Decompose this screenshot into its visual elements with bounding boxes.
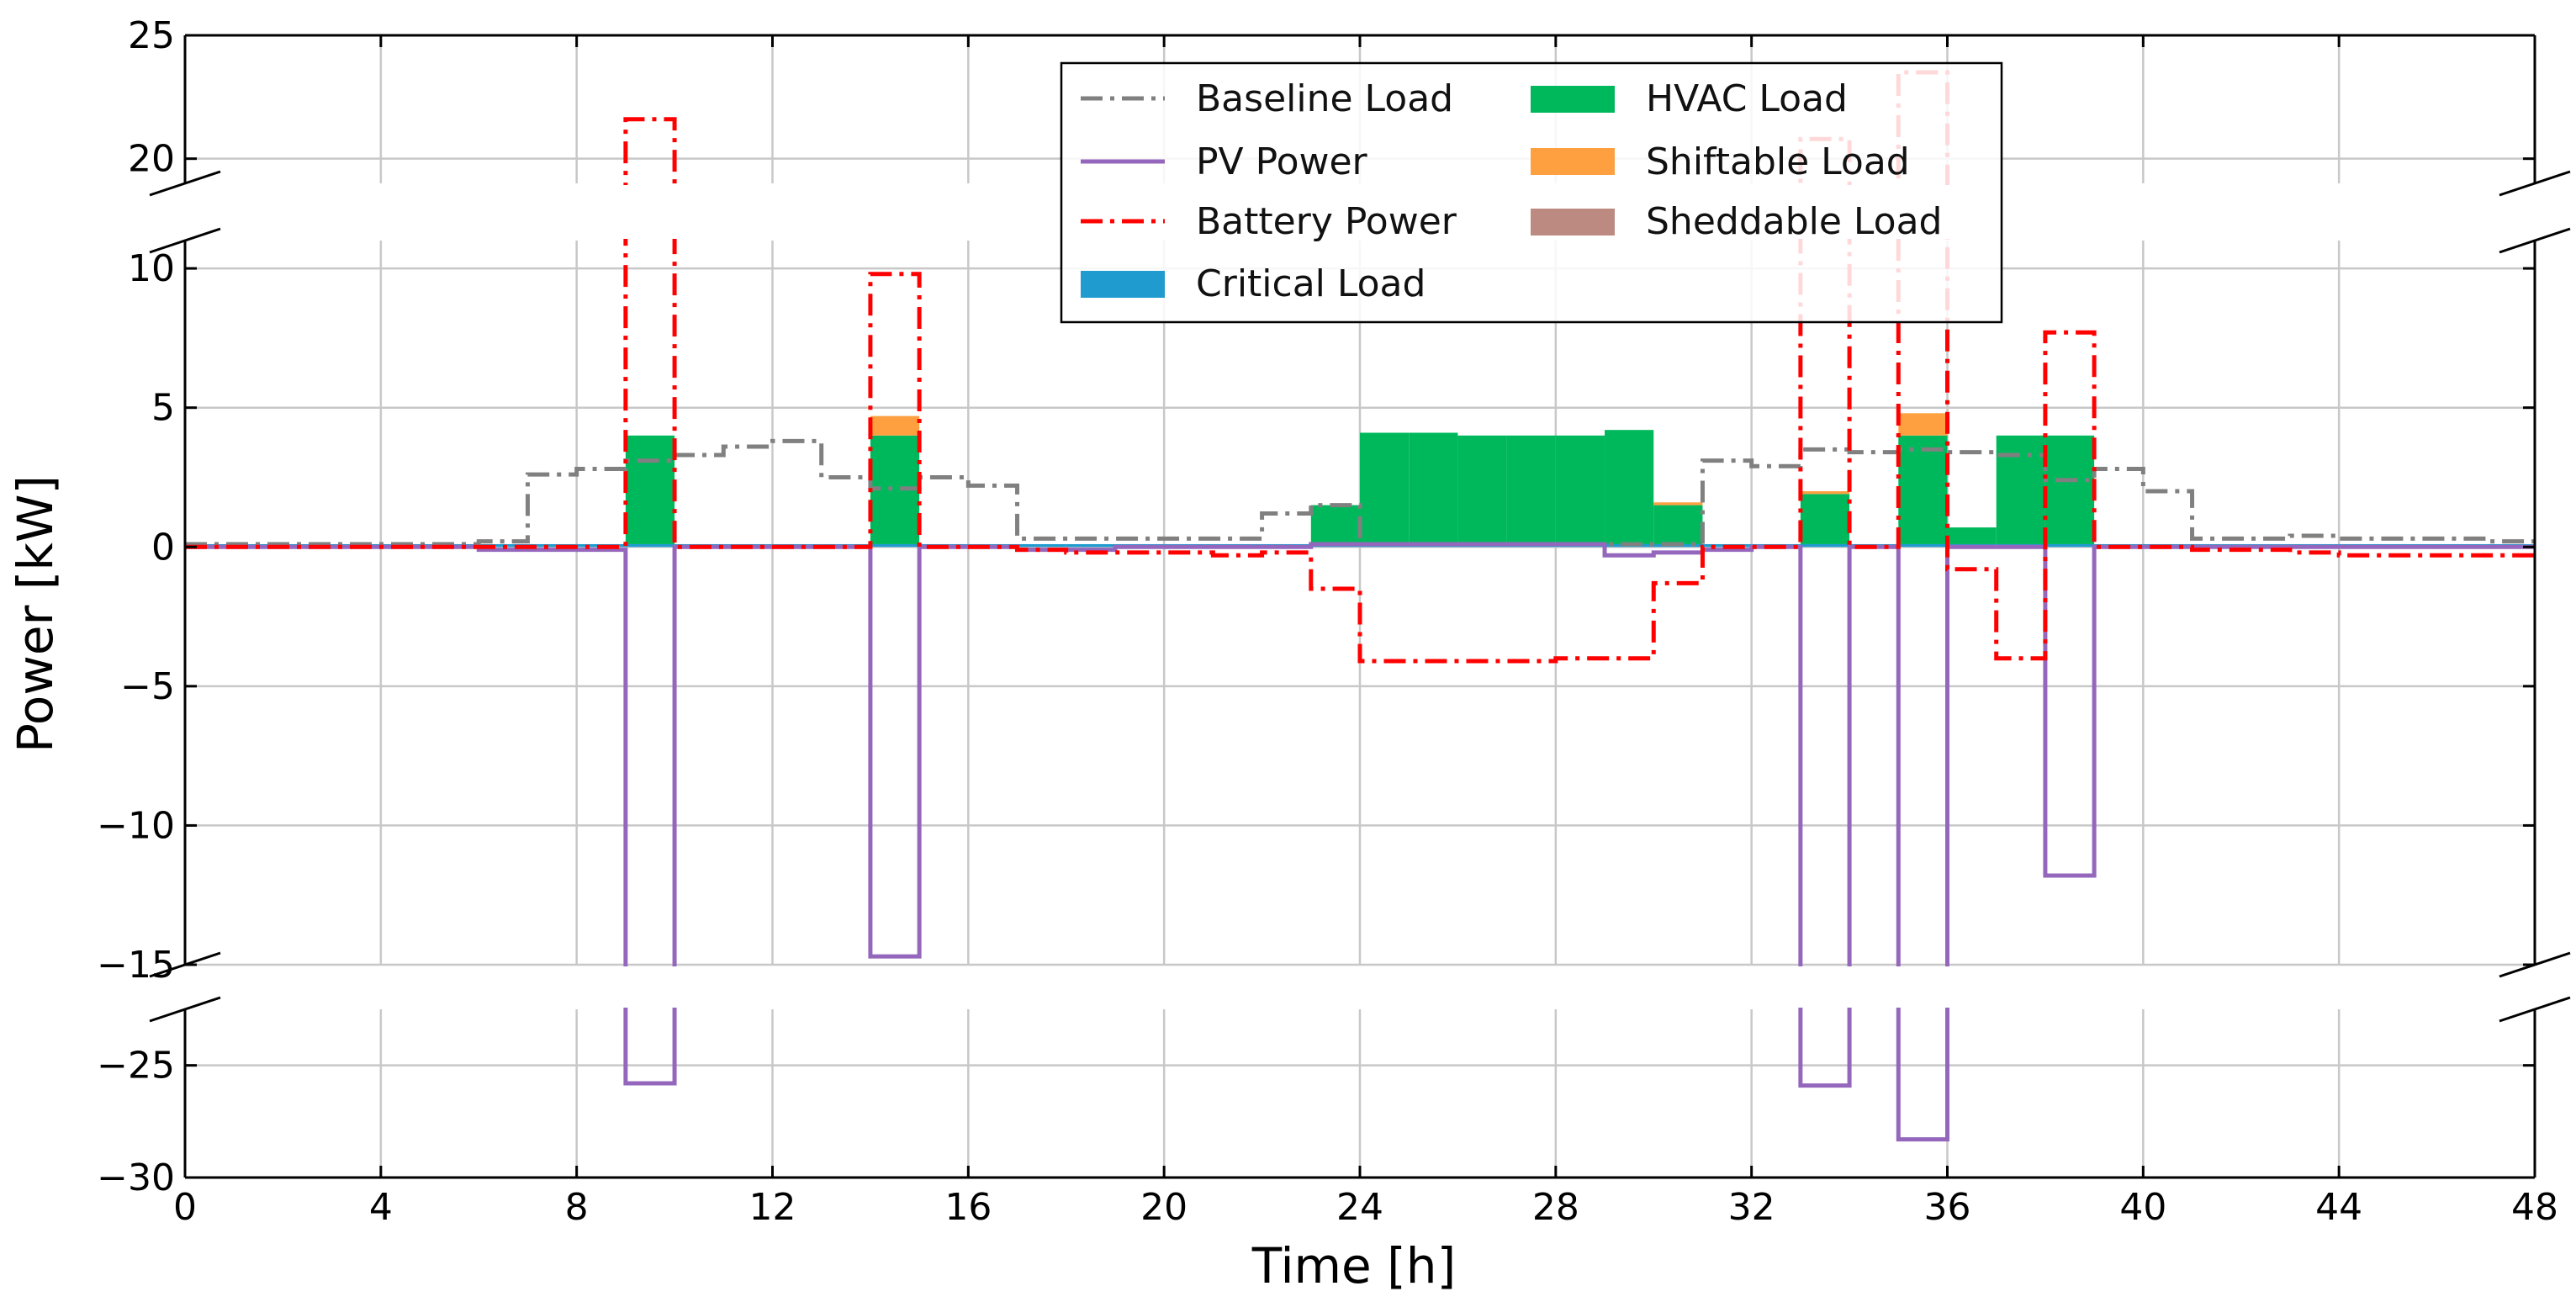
bar-hvac-load-h23 [1310, 505, 1360, 544]
bar-critical-load-h18 [1066, 543, 1115, 548]
break-mark-1-1 [2499, 227, 2571, 254]
ytick-label-middle-0: 0 [151, 526, 175, 569]
legend-pv-label: PV Power [1196, 140, 1368, 183]
legend-battery-label: Battery Power [1196, 200, 1457, 243]
legend-critical-label: Critical Load [1196, 262, 1426, 305]
legend-critical-swatch [1081, 271, 1165, 298]
ytick-label-middle--10: −10 [97, 804, 175, 847]
xtick-label-20: 20 [1140, 1186, 1187, 1229]
bar-hvac-load-h36 [1947, 527, 1997, 544]
legend-baseline-label: Baseline Load [1196, 77, 1453, 120]
bar-hvac-load-h9 [625, 435, 675, 544]
ytick-label-upper-20: 20 [128, 138, 175, 181]
bar-critical-load-h35 [1898, 543, 1948, 548]
xtick-label-36: 36 [1924, 1186, 1971, 1229]
xtick-label-0: 0 [173, 1186, 197, 1229]
xtick-label-4: 4 [369, 1186, 393, 1229]
break-mark-0-0 [149, 170, 221, 197]
xtick-label-24: 24 [1336, 1186, 1383, 1229]
line-battery-power [185, 70, 2535, 664]
bar-hvac-load-h28 [1555, 435, 1605, 544]
grid [183, 34, 2536, 1179]
ytick-label-lower--25: −25 [97, 1045, 175, 1088]
bar-shiftable-load-h33 [1800, 491, 1850, 495]
xtick-label-32: 32 [1728, 1186, 1775, 1229]
legend-entry-baseline-load: Baseline Load [1081, 77, 1453, 120]
legend-entry-battery-power: Battery Power [1081, 200, 1457, 243]
xtick-label-28: 28 [1532, 1186, 1579, 1229]
xtick-label-40: 40 [2119, 1186, 2166, 1229]
bar-hvac-load-h27 [1506, 435, 1556, 544]
bar-critical-load-h9 [625, 543, 675, 548]
x-axis-label: Time [h] [1251, 1237, 1456, 1294]
legend-shiftable-swatch [1531, 148, 1615, 175]
legend-shiftable-label: Shiftable Load [1646, 140, 1910, 183]
legend-sheddable-swatch [1531, 209, 1615, 236]
bar-critical-load-h17 [1017, 543, 1066, 548]
bar-critical-load-h38 [2044, 543, 2095, 548]
ytick-label-middle-10: 10 [128, 247, 175, 290]
ytick-label-middle-5: 5 [151, 387, 175, 430]
legend-entry-hvac-load: HVAC Load [1531, 77, 1848, 120]
bar-hvac-load-h24 [1360, 432, 1410, 544]
bar-hvac-load-h37 [1996, 435, 2045, 544]
line-pv-power [185, 542, 2535, 1142]
ytick-label-upper-25: 25 [128, 14, 175, 57]
bar-hvac-load-h33 [1800, 494, 1850, 544]
ytick-label-middle--5: −5 [120, 665, 175, 708]
bar-hvac-load-h35 [1898, 435, 1948, 544]
bar-hvac-load-h38 [2044, 435, 2095, 544]
y-axis-label: Power [kW] [7, 475, 64, 753]
bar-hvac-load-h29 [1605, 430, 1654, 544]
ytick-label-middle--15: −15 [97, 944, 175, 987]
bar-hvac-load-h30 [1653, 505, 1703, 544]
bar-critical-load-h7 [527, 543, 577, 548]
break-mark-1-0 [149, 227, 221, 254]
bar-critical-load-h33 [1800, 543, 1850, 548]
xtick-label-12: 12 [749, 1186, 796, 1229]
bar-shiftable-load-h35 [1898, 413, 1948, 436]
xtick-label-48: 48 [2511, 1186, 2558, 1229]
bar-hvac-load-h26 [1457, 435, 1507, 544]
gap-middle-lower [183, 966, 2536, 1008]
bar-shiftable-load-h14 [870, 415, 920, 436]
break-mark-3-1 [2499, 996, 2571, 1023]
break-mark-3-0 [149, 996, 221, 1023]
bar-hvac-load-h25 [1409, 432, 1458, 544]
bar-shiftable-load-h30 [1653, 502, 1703, 505]
legend-entry-critical-load: Critical Load [1081, 262, 1426, 305]
legend-sheddable-label: Sheddable Load [1646, 200, 1942, 243]
power-series-lines [185, 70, 2535, 1142]
ytick-label-lower--30: −30 [97, 1156, 175, 1199]
bar-critical-load-h14 [870, 543, 920, 548]
legend-entry-sheddable-load: Sheddable Load [1531, 200, 1942, 243]
legend-entry-pv-power: PV Power [1081, 140, 1368, 183]
xtick-label-44: 44 [2315, 1186, 2362, 1229]
legend-entry-shiftable-load: Shiftable Load [1531, 140, 1910, 183]
legend-hvac-swatch [1531, 86, 1615, 113]
break-mark-0-1 [2499, 170, 2571, 197]
xtick-label-8: 8 [565, 1186, 589, 1229]
legend-hvac-label: HVAC Load [1646, 77, 1848, 120]
xtick-label-16: 16 [944, 1186, 992, 1229]
legend: Baseline Load PV Power Battery Power Cri… [1060, 61, 2003, 324]
